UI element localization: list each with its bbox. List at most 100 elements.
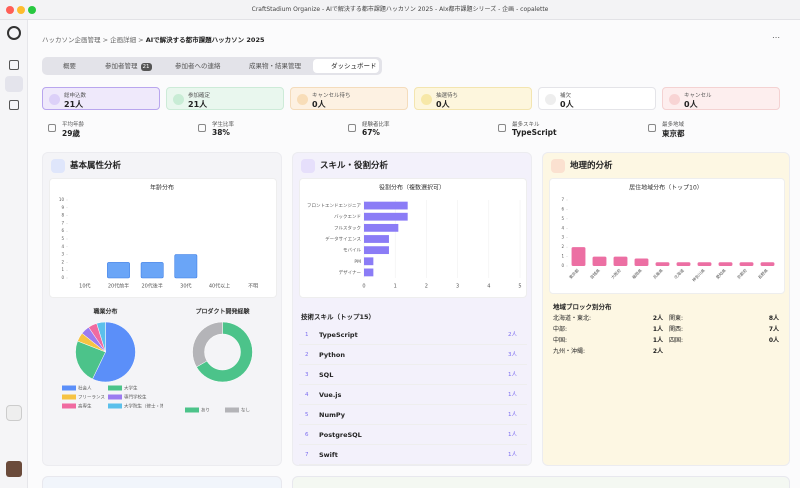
bar	[571, 247, 586, 266]
breadcrumb-item[interactable]: ハッカソン企画管理	[42, 36, 101, 44]
legend-label: なし	[241, 407, 250, 414]
tab[interactable]: 成果物・結果管理	[231, 59, 311, 73]
region-block: 中国: 1人	[553, 335, 669, 345]
x-tick-label: 2	[425, 284, 428, 290]
avatar[interactable]	[6, 461, 22, 477]
metric-label: 最多スキル	[512, 122, 540, 128]
x-tick-label: 20代前半	[108, 283, 129, 290]
chart-card	[49, 178, 277, 298]
skill-name: Swift	[319, 451, 338, 459]
stat-label: 参加確定	[188, 93, 211, 99]
bar	[364, 212, 408, 221]
y-tick-label: 9	[61, 205, 64, 210]
stat-value: 0人	[312, 100, 326, 109]
nav-icon-active[interactable]	[5, 76, 23, 92]
stat-label: 補欠	[560, 93, 572, 99]
x-tick-label: 20代後半	[141, 283, 162, 290]
bar	[718, 262, 733, 266]
skill-row: 3 SQL 1人	[299, 365, 527, 385]
logo[interactable]	[7, 26, 21, 40]
stat-icon	[297, 94, 308, 105]
stat-label: 総申込数	[64, 93, 87, 99]
region-name: 中部:	[553, 326, 568, 333]
x-tick-label: 長野県	[756, 267, 769, 280]
tab[interactable]: 参加者への連絡	[157, 59, 229, 73]
skill-count: 2人	[508, 332, 517, 338]
skill-rank: 5	[305, 412, 309, 418]
breadcrumb-current: AIで解決する都市課題ハッカソン 2025	[145, 36, 265, 44]
y-tick-label: バックエンド	[334, 214, 361, 220]
stat-card: キャンセル 0人	[662, 87, 780, 110]
tab-active[interactable]: ダッシュボード	[313, 59, 379, 73]
skill-name: PostgreSQL	[319, 431, 362, 439]
tab[interactable]: 概要	[45, 59, 85, 73]
y-tick-label: 6	[61, 228, 64, 233]
skill-row: 4 Vue.js 1人	[299, 385, 527, 405]
panel-icon	[551, 159, 565, 173]
age-chart: 年齢分布 0 1 2 3 4 5 6 7 8 9 10 10代 20代前半 20代後半 30代 40代以上 不明	[59, 184, 258, 290]
tab-badge: 21	[140, 63, 152, 71]
y-tick-label: 3	[61, 252, 64, 257]
tab[interactable]: 参加者管理 21	[87, 59, 155, 73]
breadcrumb: ハッカソン企画管理 > 企画詳細 > AIで解決する都市課題ハッカソン 2025	[42, 36, 265, 44]
more-menu[interactable]: ⋯	[772, 33, 780, 42]
stat-card: 総申込数 21人	[42, 87, 160, 110]
stat-icon	[421, 94, 432, 105]
region-name: 中国:	[553, 337, 568, 344]
tab-label: 参加者管理	[105, 62, 138, 70]
metric-icon	[648, 124, 656, 132]
stat-label: 抽選待ち	[436, 93, 459, 99]
y-tick-label: 1	[561, 254, 564, 259]
legend-label: あり	[201, 408, 210, 414]
collapse-button[interactable]	[6, 405, 22, 421]
legend-swatch	[62, 403, 76, 409]
region-blocks: 北海道・東北: 2人 関東: 8人 中部: 1人 関西: 7人 中国: 1人 四国: 0人 九州・沖縄:…	[553, 313, 789, 363]
nav-icon[interactable]	[9, 100, 19, 110]
skill-name: Python	[319, 351, 345, 359]
panel: スキル・役割分析 技術スキル（トップ15） 1 TypeScript 2人 2 Pyth…	[292, 152, 532, 466]
region-count: 2人	[652, 315, 663, 322]
legend-swatch	[62, 394, 76, 400]
zoom-button[interactable]	[28, 6, 36, 14]
skill-rank: 3	[305, 372, 309, 378]
x-tick-label: 東京都	[567, 267, 580, 280]
legend-swatch	[108, 394, 122, 400]
stat-card: 補欠 0人	[538, 87, 656, 110]
legend-swatch	[108, 403, 122, 409]
bar	[697, 262, 712, 266]
y-tick-label: 7	[61, 220, 64, 225]
bar	[364, 268, 374, 277]
bar	[364, 201, 408, 210]
section-title: 技術スキル（トップ15）	[301, 313, 376, 321]
skill-row: 2 Python 3人	[299, 345, 527, 365]
metric-value: 東京都	[662, 129, 685, 138]
skill-rank: 7	[305, 452, 309, 458]
panel-title: 基本属性分析	[70, 161, 122, 171]
y-tick-label: デザイナー	[339, 269, 362, 276]
x-tick-label: 神奈川県	[690, 267, 706, 283]
breadcrumb-item[interactable]: 企画詳細	[110, 36, 137, 44]
nav-icon[interactable]	[9, 60, 19, 70]
bar	[655, 262, 670, 266]
bar	[613, 256, 628, 266]
slice	[96, 321, 106, 353]
metric: 平均年齢 29歳	[46, 120, 186, 140]
y-tick-label: 6	[561, 206, 564, 211]
close-button[interactable]	[6, 6, 14, 14]
bar	[676, 262, 691, 266]
skill-count: 1人	[508, 372, 517, 378]
metric-label: 平均年齢	[62, 122, 85, 128]
y-tick-label: 2	[561, 244, 564, 249]
chart-title: 居住地域分布（トップ10）	[629, 184, 703, 192]
minimize-button[interactable]	[17, 6, 25, 14]
region-block: 北海道・東北: 2人	[553, 313, 669, 323]
stat-card: キャンセル待ち 0人	[290, 87, 408, 110]
skill-count: 1人	[508, 412, 517, 418]
y-tick-label: フルスタック	[334, 224, 361, 231]
sidebar	[0, 20, 28, 488]
slice	[92, 321, 136, 383]
legend-label: 社会人	[78, 385, 92, 392]
legend-swatch	[108, 385, 122, 391]
y-tick-label: PM	[354, 259, 361, 265]
